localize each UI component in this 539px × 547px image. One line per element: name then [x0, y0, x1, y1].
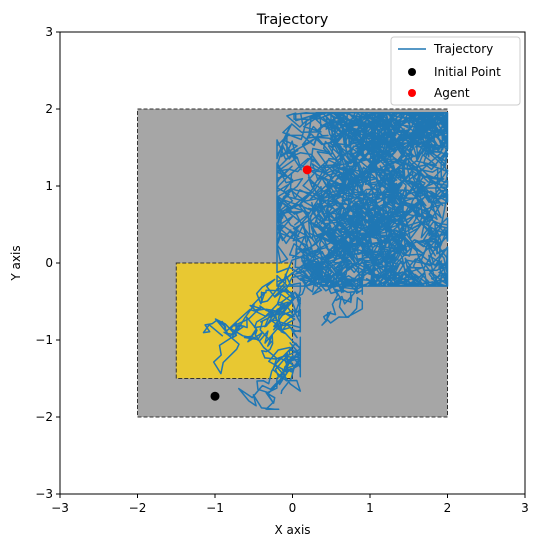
trajectory-line [202, 278, 302, 411]
y-tick-label: −3 [35, 487, 53, 501]
legend-agent-swatch [408, 89, 416, 97]
x-axis-label: X axis [274, 523, 310, 537]
x-tick-label: −2 [129, 501, 147, 515]
y-tick-label: 2 [45, 102, 53, 116]
y-tick-label: −2 [35, 410, 53, 424]
agent-marker [302, 165, 312, 175]
x-tick-label: 3 [521, 501, 529, 515]
x-tick-label: 1 [366, 501, 374, 515]
y-tick-label: 1 [45, 179, 53, 193]
legend-box [390, 36, 521, 106]
y-tick-label: 0 [45, 256, 53, 270]
legend-initial-point-swatch [408, 68, 416, 76]
chart-title: Trajectory [256, 12, 329, 28]
x-tick-label: 2 [444, 501, 452, 515]
y-tick-label: 3 [45, 25, 53, 39]
legend: Trajectory Initial Point Agent [390, 36, 521, 106]
trajectory-line [276, 112, 449, 287]
legend-initial-point-label: Initial Point [434, 65, 501, 79]
y-axis-label: Y axis [9, 245, 23, 281]
legend-trajectory-label: Trajectory [433, 42, 493, 56]
legend-agent-label: Agent [434, 86, 470, 100]
y-tick-label: −1 [35, 333, 53, 347]
x-tick-label: −1 [206, 501, 224, 515]
x-tick-label: 0 [289, 501, 297, 515]
initial-point-marker [210, 391, 220, 401]
x-tick-label: −3 [51, 501, 69, 515]
